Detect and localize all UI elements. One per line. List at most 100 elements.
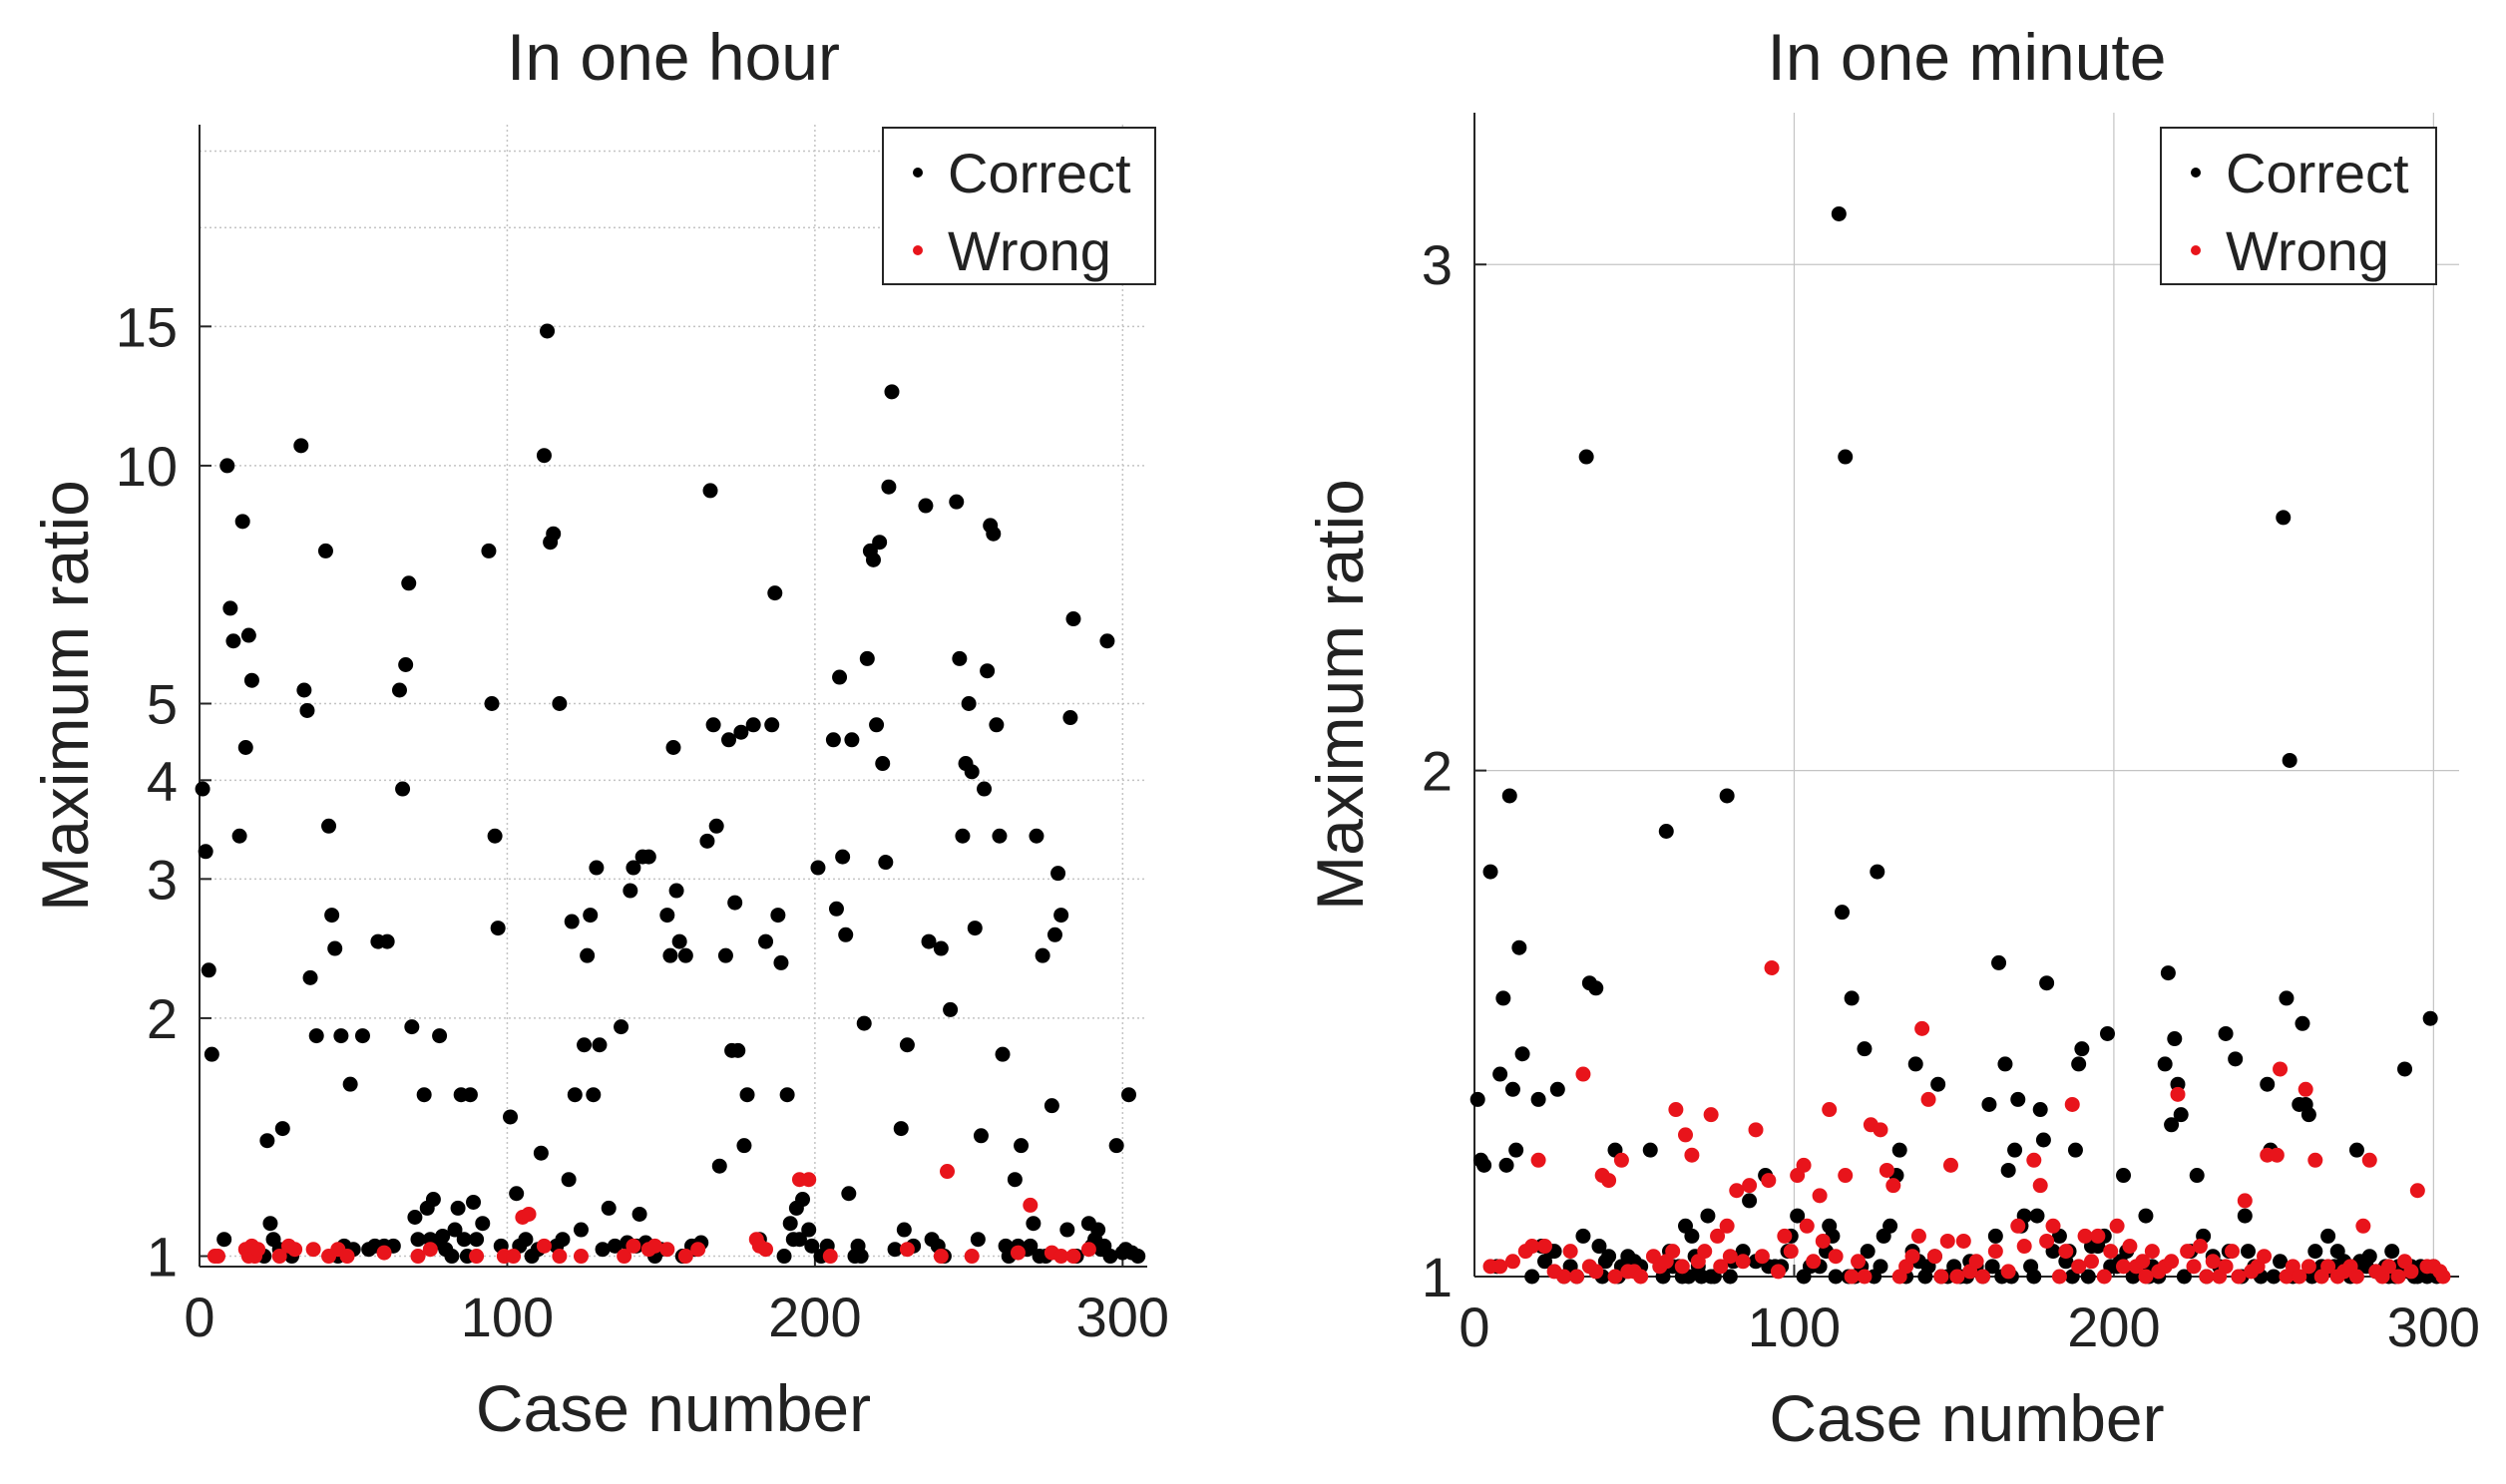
data-point-correct bbox=[856, 1015, 872, 1031]
data-point-correct bbox=[243, 672, 259, 688]
data-point-correct bbox=[1997, 1056, 2013, 1072]
data-point-correct bbox=[887, 1242, 903, 1258]
data-point-wrong bbox=[2199, 1269, 2215, 1285]
data-point-wrong bbox=[1879, 1162, 1894, 1178]
data-point-correct bbox=[2100, 1025, 2115, 1041]
data-point-wrong bbox=[1504, 1254, 1520, 1270]
data-point-wrong bbox=[1885, 1178, 1901, 1194]
data-point-correct bbox=[1642, 1142, 1658, 1158]
data-point-correct bbox=[302, 969, 318, 985]
data-point-wrong bbox=[521, 1206, 537, 1222]
data-point-wrong bbox=[617, 1249, 632, 1265]
data-point-correct bbox=[259, 1133, 275, 1149]
data-point-correct bbox=[391, 682, 407, 698]
data-point-correct bbox=[804, 1238, 820, 1254]
data-point-correct bbox=[810, 860, 826, 876]
data-point-correct bbox=[980, 663, 996, 679]
data-point-wrong bbox=[1914, 1020, 1930, 1036]
chart-title: In one minute bbox=[1768, 20, 2167, 94]
data-point-correct bbox=[1891, 1142, 1907, 1158]
data-point-wrong bbox=[2103, 1244, 2119, 1260]
data-point-wrong bbox=[1987, 1244, 2003, 1260]
data-point-correct bbox=[432, 1028, 448, 1044]
data-point-correct bbox=[2039, 975, 2055, 991]
data-point-wrong bbox=[1710, 1228, 1726, 1244]
data-point-correct bbox=[2164, 1117, 2180, 1133]
y-tick-label: 4 bbox=[147, 749, 178, 812]
data-point-correct bbox=[1838, 449, 1854, 465]
data-point-wrong bbox=[1697, 1244, 1713, 1260]
data-point-wrong bbox=[1601, 1173, 1617, 1189]
y-axis-label: Maximum ratio bbox=[1303, 479, 1377, 911]
x-tick-label: 0 bbox=[184, 1286, 214, 1348]
data-point-correct bbox=[884, 384, 900, 400]
data-point-correct bbox=[2295, 1015, 2310, 1031]
data-point-wrong bbox=[573, 1249, 589, 1265]
data-point-correct bbox=[466, 1194, 482, 1210]
data-point-correct bbox=[952, 650, 968, 666]
data-point-correct bbox=[705, 717, 721, 733]
data-point-correct bbox=[1023, 1238, 1039, 1254]
x-tick-label: 300 bbox=[2387, 1296, 2480, 1358]
data-point-correct bbox=[475, 1216, 491, 1232]
data-point-wrong bbox=[469, 1249, 485, 1265]
data-point-wrong bbox=[646, 1238, 662, 1254]
data-point-correct bbox=[2307, 1244, 2323, 1260]
data-point-wrong bbox=[271, 1249, 287, 1265]
data-point-correct bbox=[1981, 1096, 1997, 1112]
data-point-correct bbox=[2032, 1102, 2048, 1118]
data-point-wrong bbox=[933, 1249, 949, 1265]
data-point-correct bbox=[1907, 1056, 1923, 1072]
data-point-correct bbox=[354, 1028, 370, 1044]
data-point-correct bbox=[379, 933, 395, 949]
data-point-correct bbox=[1987, 1228, 2003, 1244]
data-point-correct bbox=[1130, 1249, 1146, 1265]
data-point-correct bbox=[1108, 1138, 1124, 1154]
data-point-correct bbox=[841, 1186, 857, 1202]
data-point-wrong bbox=[1910, 1228, 1926, 1244]
data-point-wrong bbox=[2090, 1228, 2106, 1244]
data-point-correct bbox=[321, 818, 337, 834]
data-point-correct bbox=[1601, 1249, 1617, 1265]
data-point-correct bbox=[1860, 1244, 1876, 1260]
data-point-wrong bbox=[2257, 1249, 2273, 1265]
data-point-correct bbox=[342, 1076, 358, 1092]
x-tick-label: 300 bbox=[1076, 1286, 1169, 1348]
data-point-correct bbox=[1984, 1259, 2000, 1275]
data-point-correct bbox=[1053, 908, 1069, 924]
data-point-correct bbox=[986, 526, 1002, 542]
data-point-correct bbox=[791, 1232, 807, 1248]
data-point-wrong bbox=[1770, 1264, 1786, 1280]
data-point-correct bbox=[1482, 864, 1498, 880]
data-point-wrong bbox=[1065, 1249, 1081, 1265]
data-point-correct bbox=[1062, 710, 1078, 726]
data-point-correct bbox=[324, 908, 340, 924]
data-point-wrong bbox=[1838, 1168, 1854, 1184]
data-point-correct bbox=[708, 818, 724, 834]
data-point-wrong bbox=[536, 1238, 552, 1254]
data-point-correct bbox=[435, 1228, 451, 1244]
data-point-correct bbox=[844, 732, 860, 748]
data-point-correct bbox=[779, 1087, 795, 1103]
data-point-wrong bbox=[1719, 1218, 1735, 1234]
data-point-correct bbox=[198, 844, 213, 860]
data-point-correct bbox=[1050, 866, 1066, 882]
x-tick-label: 200 bbox=[2067, 1296, 2160, 1358]
y-tick-label: 10 bbox=[116, 435, 178, 498]
data-point-wrong bbox=[1942, 1157, 1958, 1173]
data-point-correct bbox=[401, 575, 417, 591]
data-point-correct bbox=[795, 1192, 811, 1208]
data-point-correct bbox=[989, 717, 1005, 733]
data-point-correct bbox=[509, 1186, 525, 1202]
data-point-correct bbox=[1835, 905, 1851, 921]
data-point-correct bbox=[665, 740, 681, 756]
data-point-wrong bbox=[2071, 1259, 2087, 1275]
data-point-wrong bbox=[2435, 1269, 2451, 1285]
x-axis-label: Case number bbox=[1769, 1381, 2164, 1455]
data-point-correct bbox=[2080, 1269, 2096, 1285]
data-point-wrong bbox=[2186, 1259, 2202, 1275]
data-point-correct bbox=[416, 1087, 432, 1103]
chart-panel-minute: 0 100 200 300 1 2 3 In one minute Case number Max… bbox=[1303, 20, 2480, 1455]
data-point-wrong bbox=[250, 1242, 266, 1258]
data-point-wrong bbox=[1613, 1152, 1629, 1168]
